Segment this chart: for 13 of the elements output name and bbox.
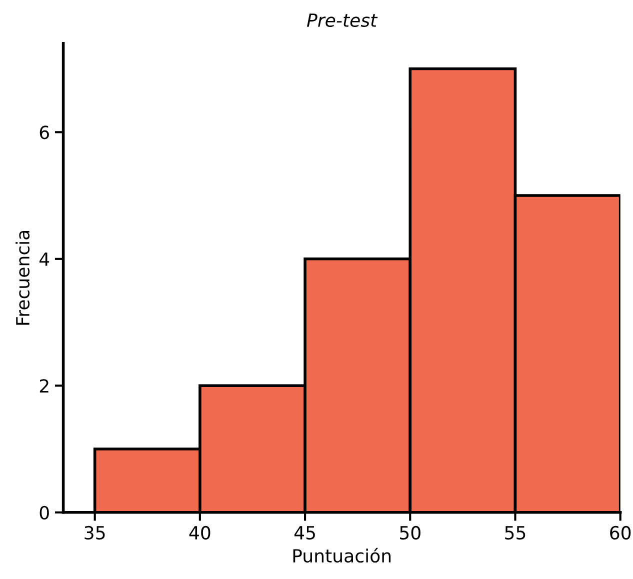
x-tick-label: 50 — [400, 526, 420, 540]
x-tick-label: 45 — [294, 526, 315, 540]
chart-title: Pre-test — [307, 14, 378, 28]
x-tick-label: 55 — [505, 526, 526, 540]
y-axis-title: Frecuencia — [16, 230, 30, 325]
y-tick-label: 4 — [40, 252, 50, 266]
x-axis-title: Puntuación — [293, 548, 391, 563]
y-tick-label: 6 — [40, 126, 49, 140]
y-tick-label: 2 — [40, 379, 48, 393]
x-tick-label: 60 — [610, 526, 631, 540]
y-tick-label: 0 — [40, 506, 49, 520]
x-tick-label: 35 — [84, 526, 105, 540]
x-tick-label: 40 — [189, 526, 210, 540]
